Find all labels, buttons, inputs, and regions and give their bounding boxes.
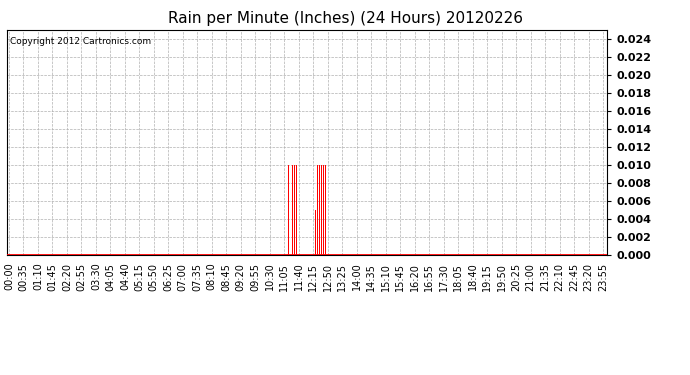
Text: Rain per Minute (Inches) (24 Hours) 20120226: Rain per Minute (Inches) (24 Hours) 2012… <box>168 11 522 26</box>
Text: Copyright 2012 Cartronics.com: Copyright 2012 Cartronics.com <box>10 37 151 46</box>
